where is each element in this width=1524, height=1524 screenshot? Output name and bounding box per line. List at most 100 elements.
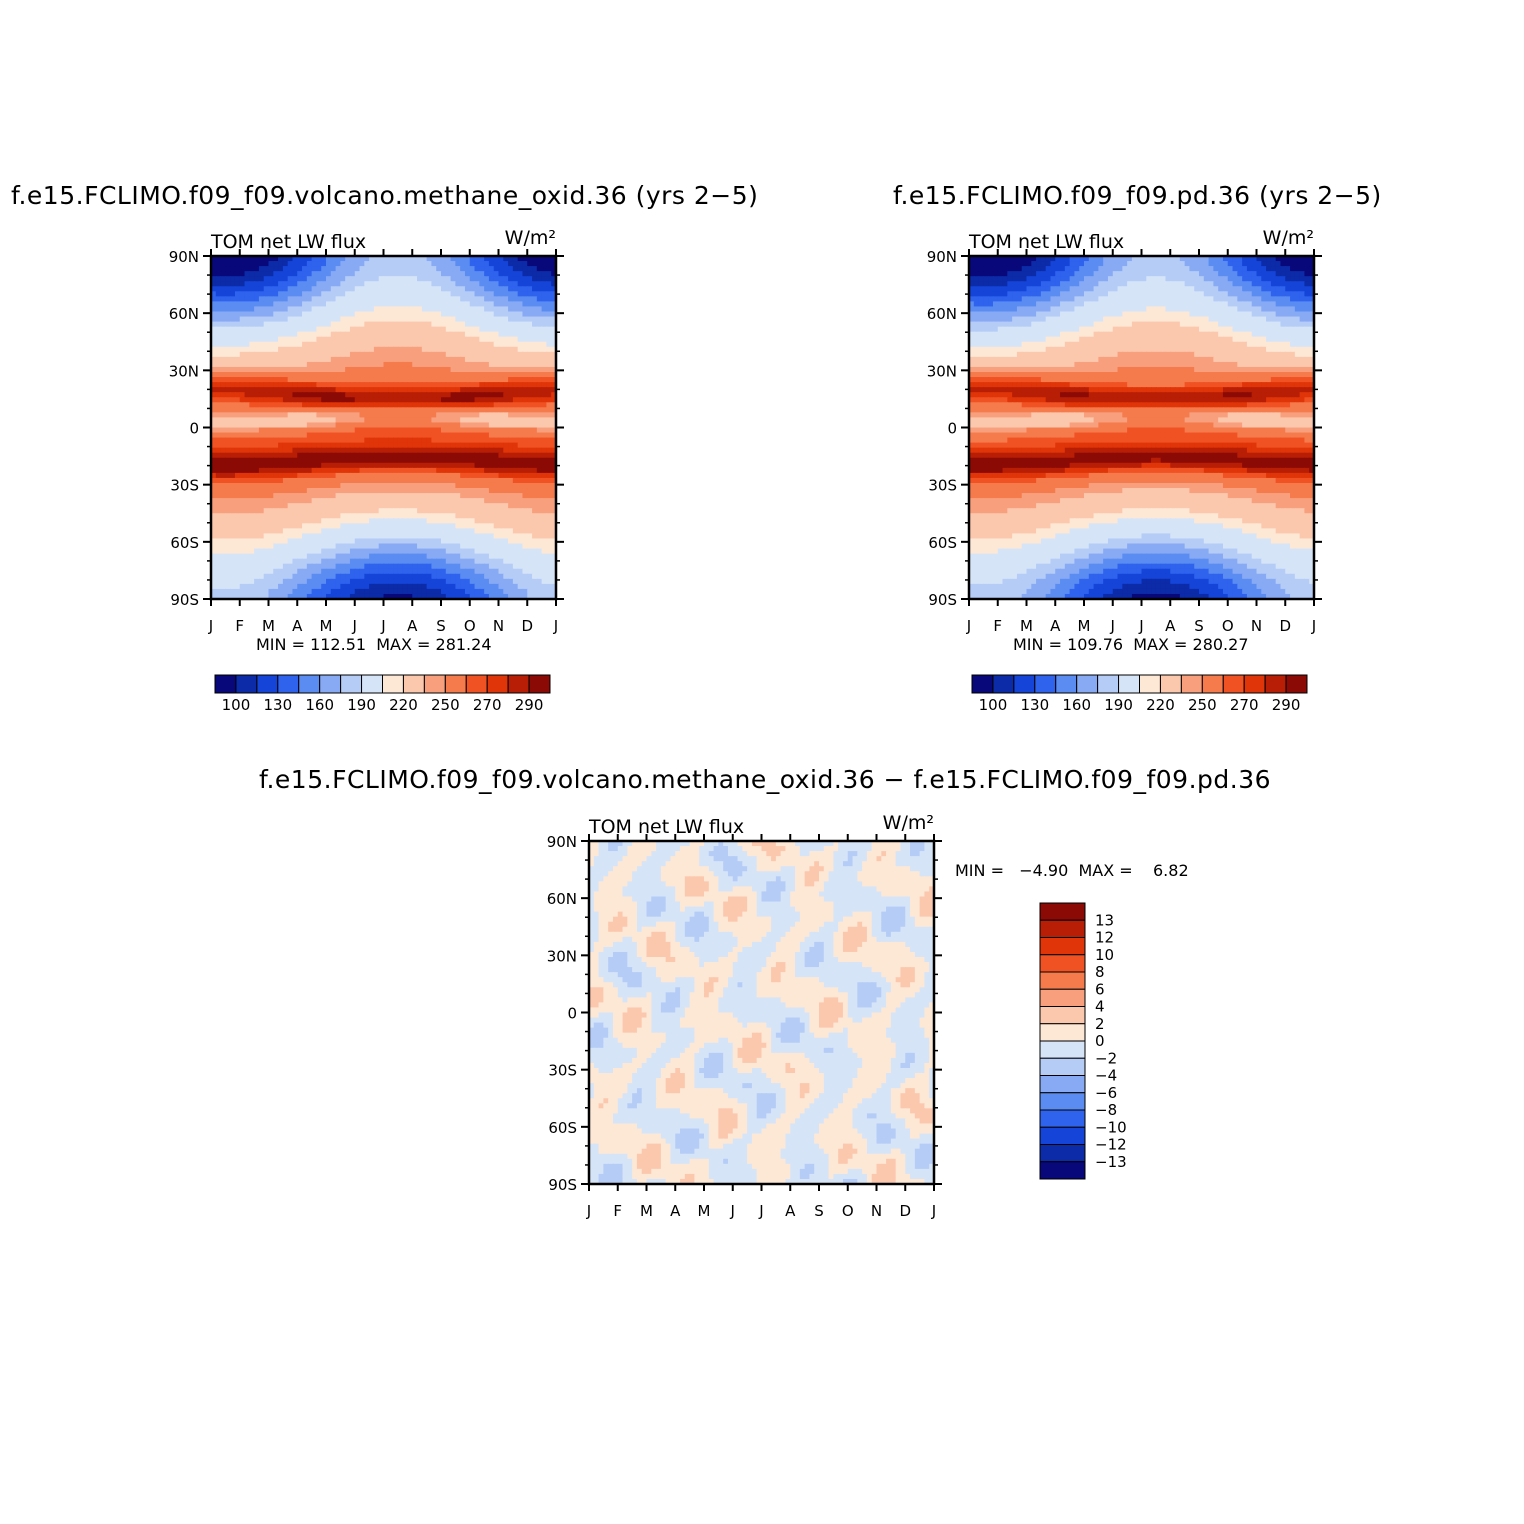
contour-cell xyxy=(517,593,524,600)
contour-cell xyxy=(412,573,418,580)
contour-cell xyxy=(527,508,533,514)
contour-cell xyxy=(541,533,548,540)
contour-cell xyxy=(522,457,528,464)
contour-cell xyxy=(441,493,447,499)
contour-cell xyxy=(393,412,399,419)
contour-cell xyxy=(393,331,399,338)
contour-cell xyxy=(258,366,265,373)
contour-cell xyxy=(546,578,552,585)
contour-cell xyxy=(316,543,322,550)
contour-cell xyxy=(512,316,519,323)
contour-cell xyxy=(268,316,274,323)
contour-cell xyxy=(508,417,514,424)
contour-cell xyxy=(326,573,332,580)
contour-cell xyxy=(297,442,303,449)
contour-cell xyxy=(532,553,538,560)
contour-cell xyxy=(234,261,241,267)
contour-cell xyxy=(407,336,413,343)
contour-cell xyxy=(421,392,428,398)
contour-cell xyxy=(225,387,231,393)
contour-cell xyxy=(436,498,442,504)
contour-cell xyxy=(373,533,380,540)
contour-cell xyxy=(316,553,322,560)
contour-cell xyxy=(488,518,495,524)
contour-cell xyxy=(407,498,413,504)
contour-cell xyxy=(359,503,365,509)
contour-cell xyxy=(484,321,490,328)
contour-cell xyxy=(450,366,456,373)
contour-cell xyxy=(364,593,370,600)
contour-cell xyxy=(292,578,298,585)
contour-cell xyxy=(551,452,557,459)
contour-cell xyxy=(527,291,533,297)
contour-cell xyxy=(532,377,538,383)
contour-cell xyxy=(225,493,231,499)
contour-cell xyxy=(326,432,332,439)
contour-cell xyxy=(326,538,332,545)
contour-cell xyxy=(359,482,365,489)
contour-cell xyxy=(441,558,447,565)
contour-cell xyxy=(292,366,298,373)
contour-cell xyxy=(388,427,394,434)
contour-cell xyxy=(455,402,461,408)
contour-cell xyxy=(460,276,466,282)
contour-cell xyxy=(263,573,270,580)
contour-cell xyxy=(431,286,437,292)
contour-cell xyxy=(493,508,500,514)
contour-cell xyxy=(244,336,250,343)
contour-cell xyxy=(474,447,480,454)
contour-cell xyxy=(469,588,476,595)
contour-cell xyxy=(450,543,456,550)
contour-cell xyxy=(445,578,452,585)
contour-cell xyxy=(450,523,456,529)
contour-cell xyxy=(383,573,389,580)
contour-cell xyxy=(407,266,413,272)
contour-cell xyxy=(455,523,461,529)
contour-cell xyxy=(522,266,528,272)
contour-cell xyxy=(354,301,361,308)
contour-cell xyxy=(445,417,452,424)
contour-cell xyxy=(345,493,351,499)
contour-cell xyxy=(455,366,461,373)
contour-cell xyxy=(220,296,226,302)
contour-cell xyxy=(522,452,528,459)
contour-cell xyxy=(378,261,385,267)
contour-cell xyxy=(479,291,485,297)
contour-cell xyxy=(278,528,284,535)
contour-cell xyxy=(345,503,351,509)
contour-cell xyxy=(373,503,380,509)
contour-cell xyxy=(268,261,274,267)
contour-cell xyxy=(460,503,466,509)
contour-cell xyxy=(469,568,476,575)
contour-cell xyxy=(316,588,322,595)
contour-cell xyxy=(426,578,433,585)
contour-cell xyxy=(493,538,500,545)
contour-cell xyxy=(292,583,298,590)
contour-cell xyxy=(493,457,500,464)
contour-cell xyxy=(551,447,557,454)
contour-cell xyxy=(436,382,442,388)
contour-cell xyxy=(249,558,255,565)
contour-cell xyxy=(268,296,274,302)
contour-cell xyxy=(268,563,274,570)
contour-cell xyxy=(436,407,442,413)
contour-cell xyxy=(369,306,375,313)
contour-cell xyxy=(321,498,327,504)
contour-cell xyxy=(426,372,433,378)
contour-cell xyxy=(441,331,447,338)
contour-cell xyxy=(234,281,241,287)
contour-cell xyxy=(287,588,294,595)
contour-cell xyxy=(541,417,548,424)
contour-cell xyxy=(211,402,217,408)
contour-cell xyxy=(512,261,519,267)
contour-cell xyxy=(278,407,284,413)
contour-cell xyxy=(441,296,447,302)
contour-cell xyxy=(541,377,548,383)
contour-cell xyxy=(546,346,552,353)
contour-cell xyxy=(287,397,294,403)
contour-cell xyxy=(369,351,375,358)
contour-cell xyxy=(445,326,452,333)
contour-cell xyxy=(488,462,495,469)
contour-cell xyxy=(431,261,437,267)
contour-cell xyxy=(474,341,480,348)
